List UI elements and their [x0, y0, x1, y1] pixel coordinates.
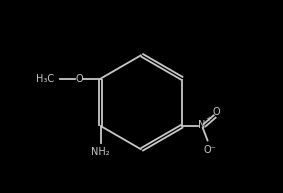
- Text: H₃C: H₃C: [36, 74, 54, 84]
- Text: NH₂: NH₂: [91, 147, 110, 157]
- Text: N: N: [198, 120, 205, 130]
- Text: O: O: [213, 108, 220, 117]
- Text: O: O: [76, 74, 83, 84]
- Text: O⁻: O⁻: [203, 145, 216, 155]
- Text: +: +: [205, 116, 211, 123]
